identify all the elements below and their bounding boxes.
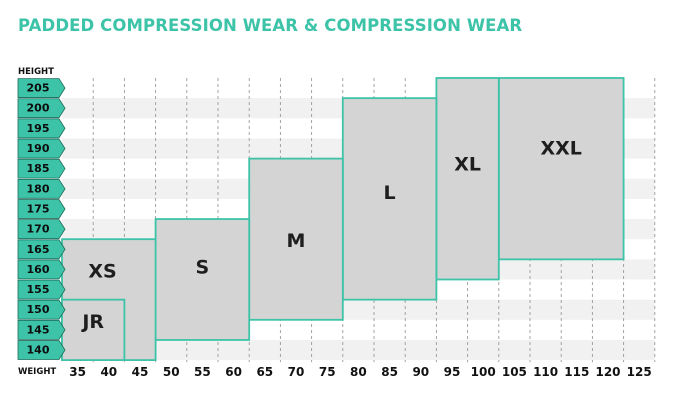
weight-tick-label: 35 [69,365,86,379]
weight-tick-label: 55 [194,365,211,379]
size-label-xs: XS [88,260,116,282]
height-tab [17,340,66,360]
height-tick-label: 165 [27,243,50,256]
weight-tick-label: 125 [627,365,652,379]
size-box-xxl [497,77,625,261]
height-tab [17,319,66,340]
page-title: PADDED COMPRESSION WEAR & COMPRESSION WE… [18,16,523,35]
height-tick-label: 150 [27,303,50,316]
height-tab [17,279,66,300]
height-tab [17,78,66,98]
height-axis-label: HEIGHT [18,67,54,77]
height-tick-label: 145 [27,323,50,336]
height-tick-label: 160 [27,263,50,276]
height-tab [17,239,66,260]
height-tick-label: 185 [27,162,50,175]
height-tick-label: 180 [27,182,50,195]
size-label-xxl: XXL [540,138,581,160]
weight-tick-label: 105 [502,365,527,379]
weight-axis-label: WEIGHT [18,367,56,377]
weight-tick-label: 40 [100,365,117,379]
height-tab [17,118,66,139]
height-tick-label: 170 [27,223,50,236]
row-stripe [62,339,655,361]
height-tab [17,259,66,280]
size-box-xl [435,77,500,281]
weight-tick-label: 115 [564,365,589,379]
height-tick-label: 195 [27,122,50,135]
height-tab [17,138,66,159]
weight-tick-label: 70 [288,365,305,379]
height-tick-label: 200 [27,102,50,115]
size-box-m [248,157,344,321]
weight-tick-label: 50 [163,365,180,379]
size-label-s: S [196,256,210,278]
height-tick-label: 155 [27,283,50,296]
weight-tick-label: 95 [444,365,461,379]
height-tab [17,158,66,179]
height-tab [17,199,66,219]
height-tick-label: 190 [27,142,50,155]
height-tab [17,98,66,119]
weight-tick-label: 60 [225,365,242,379]
size-box-jr [61,298,126,361]
weight-tick-label: 85 [381,365,398,379]
height-tab [17,178,66,199]
size-label-jr: JR [80,311,104,333]
weight-tick-label: 110 [533,365,558,379]
weight-tick-label: 65 [256,365,273,379]
weight-tick-label: 100 [471,365,496,379]
height-tick-label: 175 [27,202,50,215]
height-tab [17,219,66,240]
size-label-m: M [287,230,306,252]
weight-tick-label: 45 [132,365,149,379]
height-tick-label: 140 [27,344,50,357]
height-tab [17,299,66,320]
weight-tick-label: 90 [412,365,429,379]
weight-tick-label: 120 [595,365,620,379]
size-label-l: L [384,182,396,204]
height-tick-label: 205 [27,82,50,95]
size-label-xl: XL [454,154,481,176]
weight-tick-label: 80 [350,365,367,379]
size-box-s [154,218,251,341]
weight-tick-label: 75 [319,365,336,379]
